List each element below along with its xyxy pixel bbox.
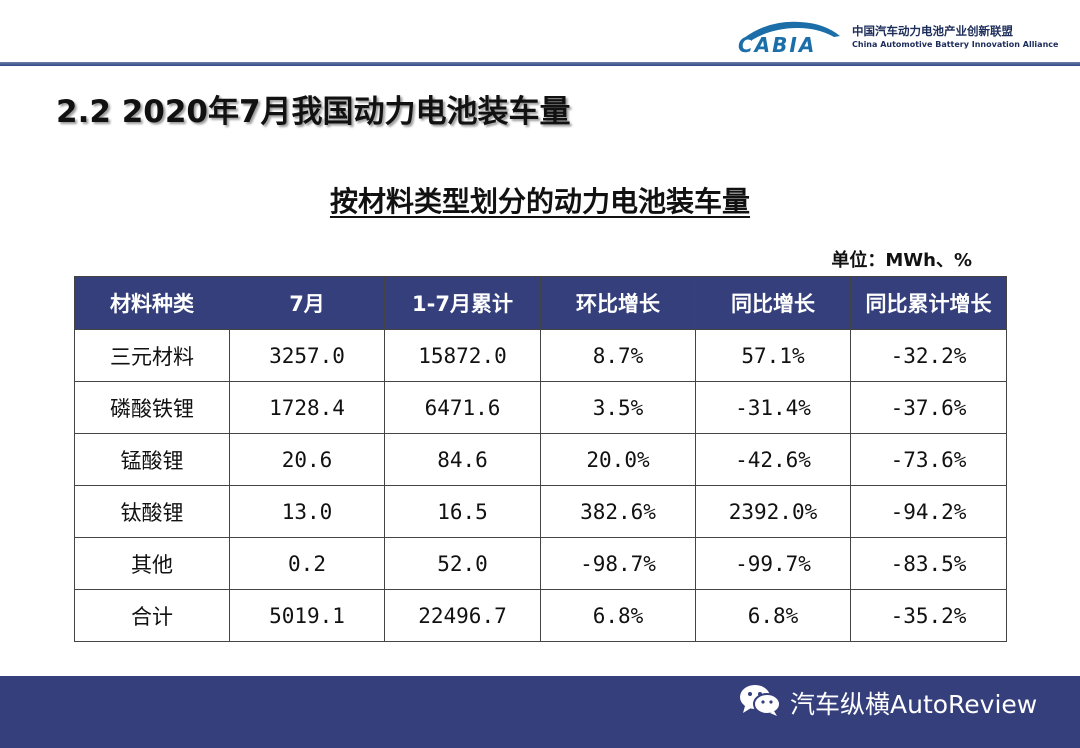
table-cell: 3257.0 — [229, 329, 385, 382]
table-title: 按材料类型划分的动力电池装车量 — [329, 185, 750, 218]
unit-label: 单位：MWh、% — [831, 250, 972, 271]
table-cell: 15872.0 — [384, 329, 541, 382]
battery-material-table: 材料种类 7月 1-7月累计 环比增长 同比增长 同比累计增长 三元材料 325… — [74, 276, 1007, 642]
category-cell: 其他 — [74, 537, 230, 590]
table-cell: 2392.0% — [695, 485, 851, 538]
header-cell: 7月 — [229, 276, 385, 330]
header-cell: 1-7月累计 — [384, 276, 541, 330]
table-row: 钛酸锂 13.0 16.5 382.6% 2392.0% -94.2% — [74, 485, 1007, 538]
table-cell: 0.2 — [229, 537, 385, 590]
table-cell: 382.6% — [540, 485, 696, 538]
table-cell: -94.2% — [850, 485, 1007, 538]
table-row: 三元材料 3257.0 15872.0 8.7% 57.1% -32.2% — [74, 329, 1007, 382]
table-cell: -42.6% — [695, 433, 851, 486]
table-cell: 6471.6 — [384, 381, 541, 434]
table-cell: -35.2% — [850, 589, 1007, 642]
table-cell: 5019.1 — [229, 589, 385, 642]
table-cell: -73.6% — [850, 433, 1007, 486]
table-cell: 84.6 — [384, 433, 541, 486]
cabia-logo: CABIA 中国汽车动力电池产业创新联盟 China Automotive Ba… — [738, 16, 1059, 57]
table-cell: 20.6 — [229, 433, 385, 486]
category-cell: 磷酸铁锂 — [74, 381, 230, 434]
table-cell: 6.8% — [695, 589, 851, 642]
table-cell: -31.4% — [695, 381, 851, 434]
table-row: 磷酸铁锂 1728.4 6471.6 3.5% -31.4% -37.6% — [74, 381, 1007, 434]
table-cell: 52.0 — [384, 537, 541, 590]
table-cell: 16.5 — [384, 485, 541, 538]
table-cell: 20.0% — [540, 433, 696, 486]
section-title: 2.2 2020年7月我国动力电池装车量 — [56, 94, 571, 130]
table-title-wrapper: 按材料类型划分的动力电池装车量 — [0, 180, 1080, 220]
org-name-en: China Automotive Battery Innovation Alli… — [852, 40, 1059, 49]
car-roof-icon — [744, 21, 840, 40]
category-cell: 三元材料 — [74, 329, 230, 382]
table-cell: 13.0 — [229, 485, 385, 538]
footer-brand: 汽车纵横AutoReview — [790, 690, 1038, 719]
header-cell: 同比累计增长 — [850, 276, 1007, 330]
table-cell: 6.8% — [540, 589, 696, 642]
table-row-total: 合计 5019.1 22496.7 6.8% 6.8% -35.2% — [74, 589, 1007, 642]
logo-text: CABIA — [738, 33, 817, 57]
footer-bar — [0, 676, 1080, 748]
category-cell: 合计 — [74, 589, 230, 642]
header-cell: 同比增长 — [695, 276, 851, 330]
table-cell: -32.2% — [850, 329, 1007, 382]
table-cell: 57.1% — [695, 329, 851, 382]
table-cell: -98.7% — [540, 537, 696, 590]
header-divider — [0, 62, 1080, 66]
category-cell: 锰酸锂 — [74, 433, 230, 486]
table-row: 锰酸锂 20.6 84.6 20.0% -42.6% -73.6% — [74, 433, 1007, 486]
table-cell: 1728.4 — [229, 381, 385, 434]
table-cell: -99.7% — [695, 537, 851, 590]
table-cell: -37.6% — [850, 381, 1007, 434]
table-cell: 22496.7 — [384, 589, 541, 642]
table-row: 其他 0.2 52.0 -98.7% -99.7% -83.5% — [74, 537, 1007, 590]
header-cell: 环比增长 — [540, 276, 696, 330]
wechat-icon — [740, 685, 781, 716]
table-cell: -83.5% — [850, 537, 1007, 590]
table-header-row: 材料种类 7月 1-7月累计 环比增长 同比增长 同比累计增长 — [74, 276, 1007, 330]
table-cell: 3.5% — [540, 381, 696, 434]
table-cell: 8.7% — [540, 329, 696, 382]
header-cell: 材料种类 — [74, 276, 230, 330]
category-cell: 钛酸锂 — [74, 485, 230, 538]
org-name-cn: 中国汽车动力电池产业创新联盟 — [852, 24, 1013, 38]
